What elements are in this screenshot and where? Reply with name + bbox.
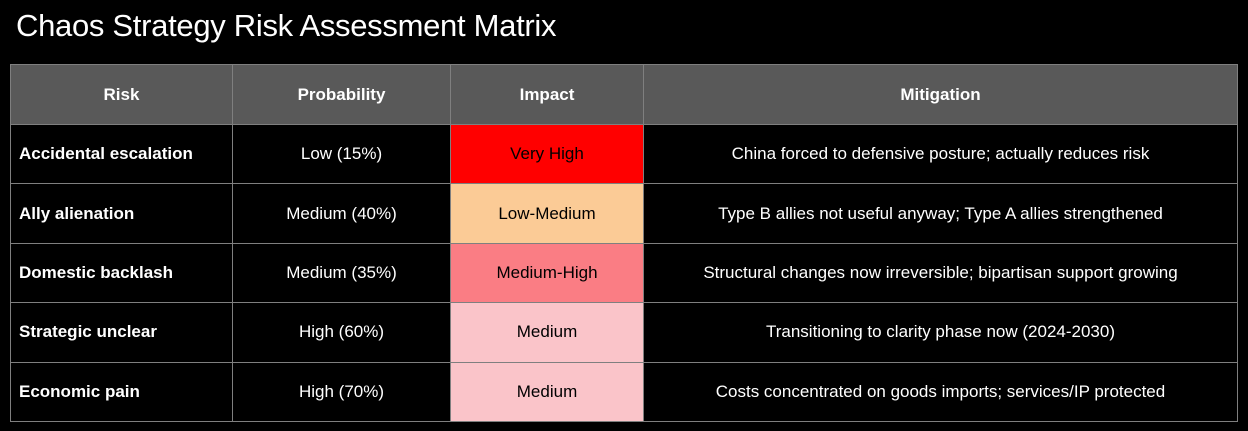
column-header-risk: Risk	[10, 64, 233, 125]
mitigation-cell: Structural changes now irreversible; bip…	[643, 242, 1238, 304]
mitigation-cell: China forced to defensive posture; actua…	[643, 123, 1238, 185]
probability-cell: High (70%)	[232, 361, 451, 423]
risk-cell: Ally alienation	[10, 183, 233, 244]
page-title: Chaos Strategy Risk Assessment Matrix	[16, 8, 557, 43]
probability-cell: Medium (40%)	[232, 183, 451, 244]
header-row: Risk Probability Impact Mitigation	[10, 64, 1238, 125]
table-row: Domestic backlash Medium (35%) Medium-Hi…	[10, 242, 1238, 304]
impact-cell: Medium-High	[450, 242, 644, 304]
impact-cell: Medium	[450, 361, 644, 423]
probability-cell: Low (15%)	[232, 123, 451, 185]
column-header-mitigation: Mitigation	[643, 64, 1238, 125]
risk-cell: Accidental escalation	[10, 123, 233, 185]
risk-cell: Domestic backlash	[10, 242, 233, 304]
risk-cell: Strategic unclear	[10, 302, 233, 363]
impact-cell: Medium	[450, 302, 644, 363]
table-row: Ally alienation Medium (40%) Low-Medium …	[10, 183, 1238, 244]
column-header-impact: Impact	[450, 64, 644, 125]
impact-cell: Very High	[450, 123, 644, 185]
risk-assessment-table: Risk Probability Impact Mitigation Accid…	[10, 64, 1238, 423]
table-row: Accidental escalation Low (15%) Very Hig…	[10, 123, 1238, 185]
mitigation-cell: Type B allies not useful anyway; Type A …	[643, 183, 1238, 244]
impact-cell: Low-Medium	[450, 183, 644, 244]
risk-cell: Economic pain	[10, 361, 233, 423]
probability-cell: Medium (35%)	[232, 242, 451, 304]
table-row: Strategic unclear High (60%) Medium Tran…	[10, 302, 1238, 363]
mitigation-cell: Transitioning to clarity phase now (2024…	[643, 302, 1238, 363]
mitigation-cell: Costs concentrated on goods imports; ser…	[643, 361, 1238, 423]
table-row: Economic pain High (70%) Medium Costs co…	[10, 361, 1238, 423]
column-header-probability: Probability	[232, 64, 451, 125]
probability-cell: High (60%)	[232, 302, 451, 363]
